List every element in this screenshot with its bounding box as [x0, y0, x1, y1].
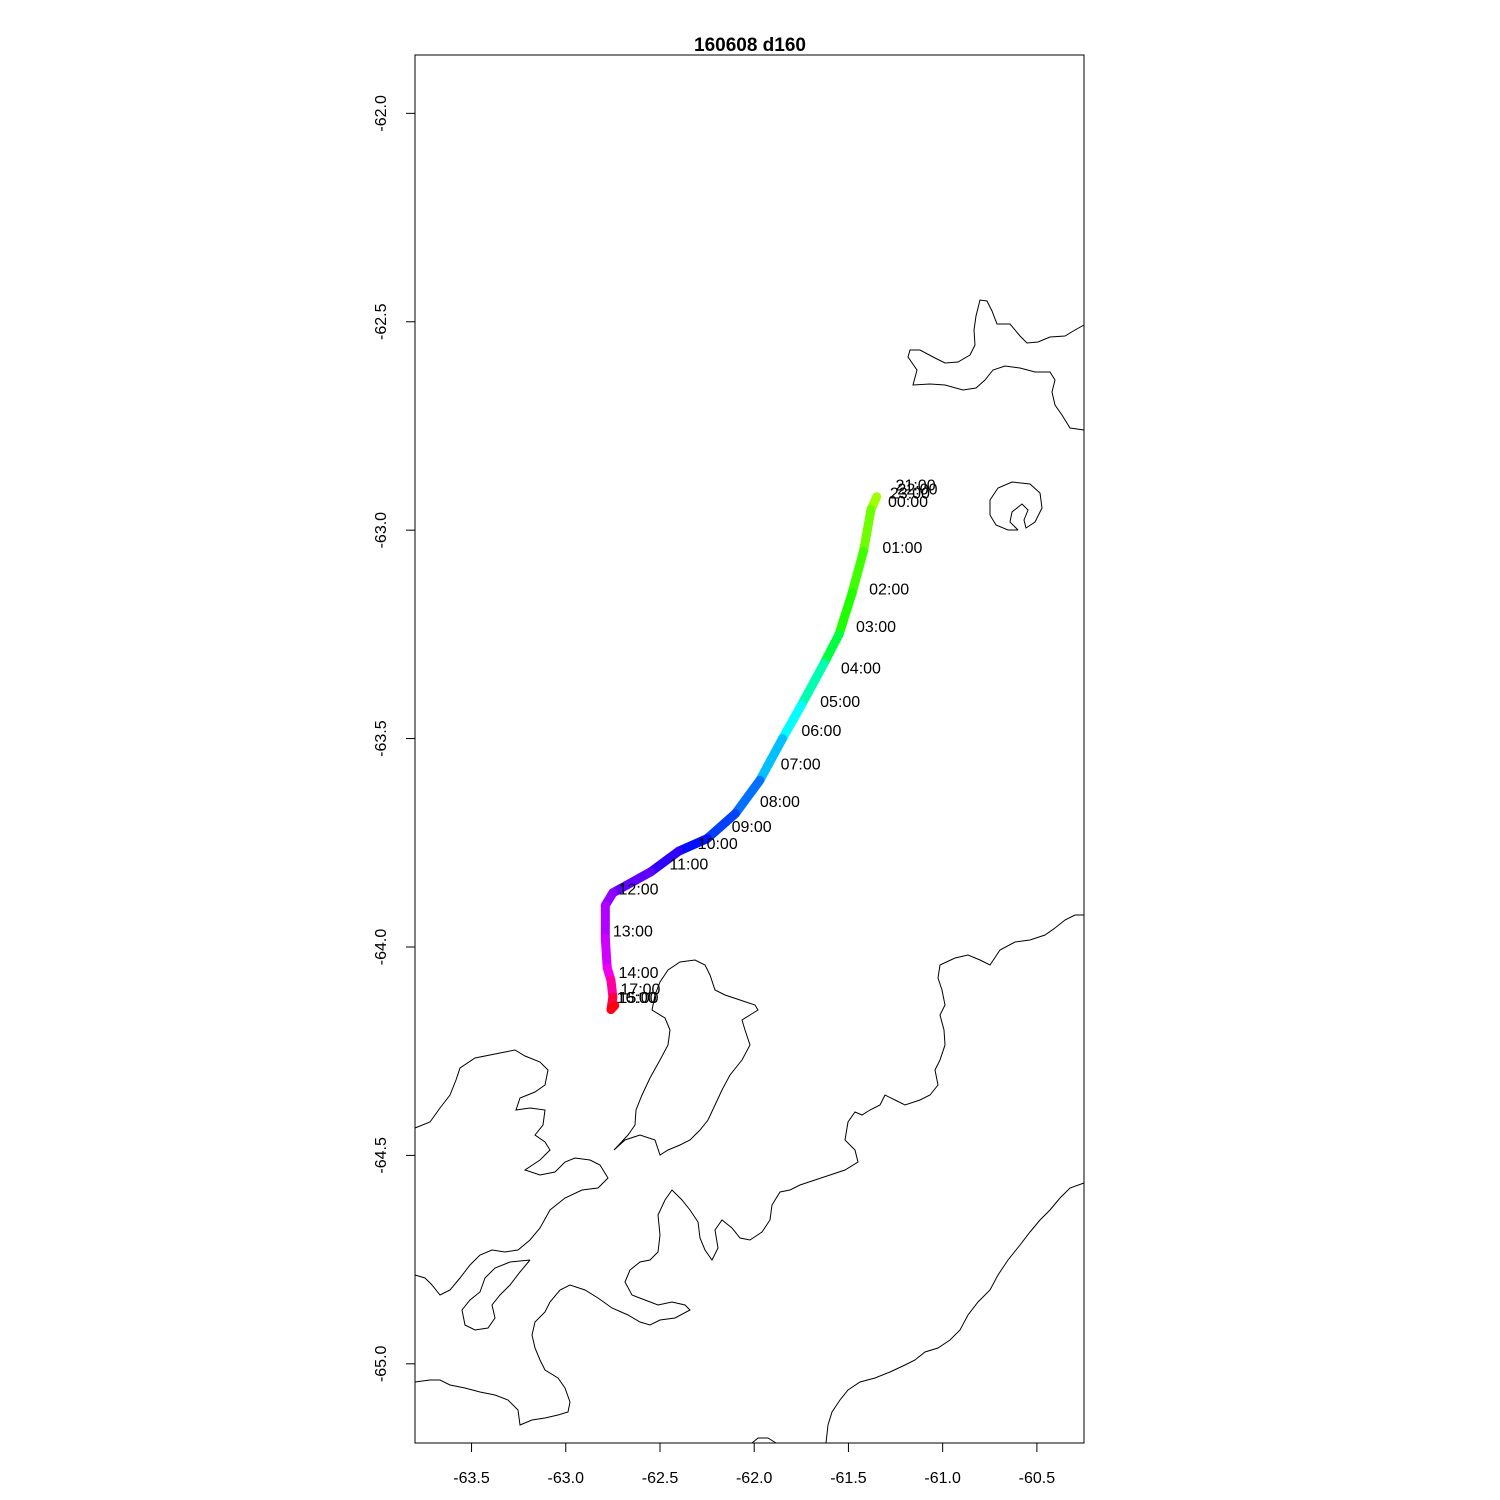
coastline-peninsula — [613, 959, 759, 1156]
hour-label: 08:00 — [760, 794, 800, 811]
x-tick-label: -61.0 — [924, 1470, 961, 1487]
hour-label: 04:00 — [841, 661, 881, 678]
track-segment — [674, 834, 712, 856]
track-segment — [819, 629, 844, 669]
y-tick-label: -64.5 — [373, 1137, 390, 1174]
coastline-south-mainland — [414, 914, 1084, 1426]
y-axis: -62.0 -62.5 -63.0 -63.5 -64.0 -64.5 -65.0 — [373, 95, 416, 1382]
x-tick-label: -62.0 — [736, 1470, 773, 1487]
hour-label: 01:00 — [882, 540, 922, 557]
track-segment — [702, 809, 740, 844]
hour-label: 16:00 — [617, 990, 657, 1007]
track-segment — [755, 734, 787, 785]
y-tick-label: -64.0 — [373, 929, 390, 966]
hour-label: 02:00 — [869, 582, 909, 599]
hour-label: 09:00 — [732, 819, 772, 836]
x-axis: -63.5 -63.0 -62.5 -62.0 -61.5 -61.0 -60.5 — [453, 1442, 1056, 1487]
hour-label: 14:00 — [619, 965, 659, 982]
track-segment — [600, 934, 612, 973]
hour-label: 06:00 — [801, 723, 841, 740]
x-tick-label: -63.0 — [548, 1470, 585, 1487]
track-segment — [606, 1000, 620, 1015]
hour-label: 23:00 — [890, 486, 930, 503]
y-tick-label: -63.0 — [373, 512, 390, 549]
y-tick-label: -63.5 — [373, 720, 390, 757]
hour-label: 22:00 — [897, 481, 937, 498]
track-segment — [859, 504, 876, 556]
track-segment — [847, 546, 869, 598]
x-tick-label: -60.5 — [1019, 1470, 1056, 1487]
hour-label: 12:00 — [619, 882, 659, 899]
hour-label: 05:00 — [820, 694, 860, 711]
x-tick-label: -63.5 — [453, 1470, 490, 1487]
coastline-southeast — [825, 1182, 1085, 1444]
track-segment — [834, 588, 857, 639]
coastline-small-island — [989, 481, 1043, 531]
hour-label: 00:00 — [888, 494, 928, 511]
track-segment — [646, 846, 684, 877]
hour-label: 11:00 — [669, 857, 708, 874]
map-title: 160608 d160 — [694, 35, 806, 56]
track-segment — [730, 775, 765, 819]
hour-label: 17:00 — [620, 982, 660, 999]
coastline-north-island — [907, 299, 1085, 431]
hour-label: 03:00 — [856, 619, 896, 636]
track-segment — [796, 659, 829, 710]
coastline-lower-island — [461, 1259, 531, 1331]
ship-track — [600, 492, 882, 1015]
x-tick-label: -61.5 — [830, 1470, 867, 1487]
y-tick-label: -62.0 — [373, 95, 390, 132]
coastlines — [414, 299, 1085, 1444]
track-segment — [608, 867, 656, 898]
hour-label: 15:00 — [619, 990, 659, 1007]
y-tick-label: -65.0 — [373, 1345, 390, 1382]
plot-frame — [414, 54, 1085, 1444]
x-tick-label: -62.5 — [642, 1470, 679, 1487]
hour-label: 21:00 — [896, 477, 936, 494]
track-segment — [777, 700, 806, 744]
y-tick-label: -62.5 — [373, 303, 390, 340]
hour-label: 10:00 — [698, 836, 738, 853]
coastline-west-island — [414, 1049, 609, 1296]
hour-label: 07:00 — [781, 757, 821, 774]
hour-label: 13:00 — [613, 923, 653, 940]
coastline-bottom-bump — [751, 1437, 777, 1444]
hour-labels: 01:00 02:00 03:00 04:00 05:00 06:00 07:00 08:00… — [613, 477, 938, 1007]
